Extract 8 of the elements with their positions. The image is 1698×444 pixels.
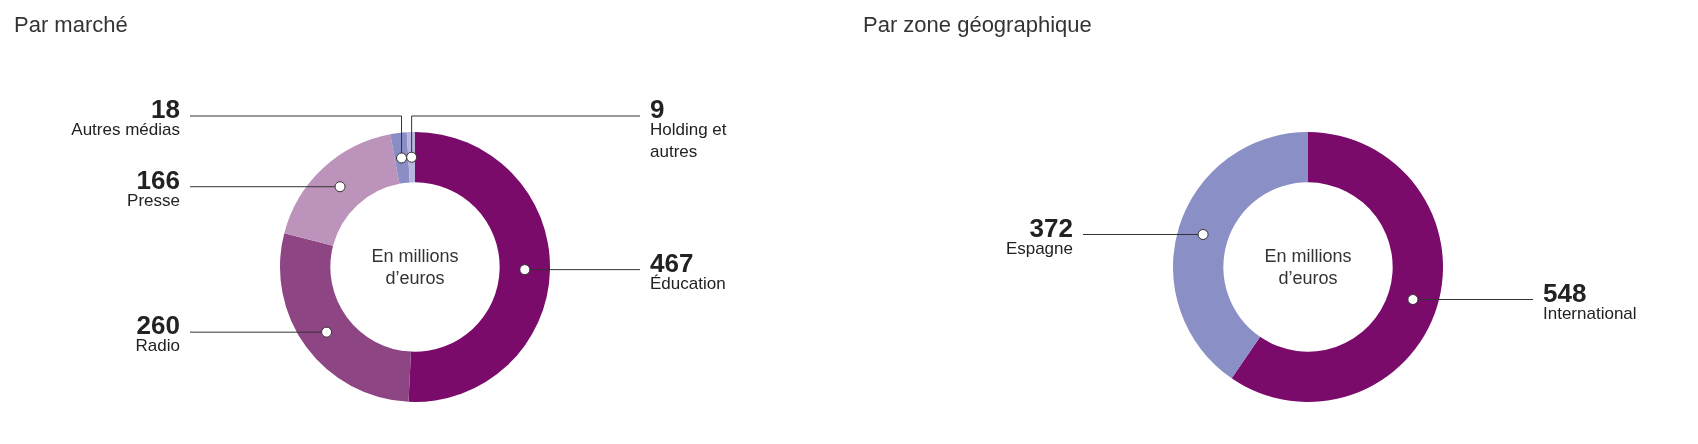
slice-label: Autres médias: [71, 120, 180, 140]
text: En millions d’euros: [370, 245, 460, 289]
chart-title: Par marché: [14, 12, 128, 38]
slice-label: Holding et autres: [650, 120, 727, 162]
chart-title: Par zone géographique: [863, 12, 1092, 38]
slice-label: Éducation: [650, 273, 726, 293]
text: En millions d’euros: [1263, 245, 1353, 289]
slice-label: Radio: [135, 336, 180, 356]
